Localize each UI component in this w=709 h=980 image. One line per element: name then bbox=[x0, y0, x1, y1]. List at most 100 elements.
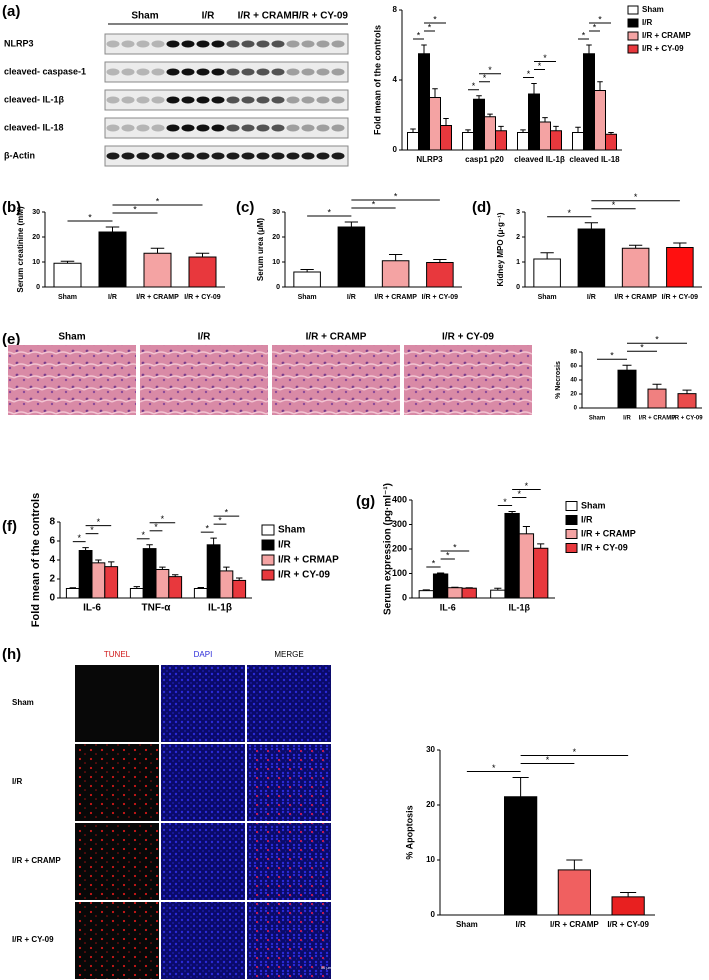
bar bbox=[550, 130, 562, 151]
image-label: Sham bbox=[58, 332, 85, 343]
legend-swatch bbox=[261, 554, 275, 566]
significance-label: * bbox=[503, 497, 507, 507]
y-tick-label: 100 bbox=[392, 568, 407, 578]
blot-row-label: β-Actin bbox=[4, 150, 35, 160]
y-axis-label: % Necrosis bbox=[555, 361, 562, 399]
blot-band bbox=[271, 40, 285, 48]
tunel-image bbox=[161, 823, 245, 900]
error-bar bbox=[608, 132, 614, 135]
blot-group: Sham bbox=[131, 11, 158, 22]
legend-label: I/R + CRMAP bbox=[278, 555, 339, 566]
y-tick-label: 0 bbox=[574, 406, 578, 412]
y-tick-label: 30 bbox=[32, 209, 40, 216]
blot-band bbox=[136, 40, 150, 48]
significance-label: * bbox=[488, 65, 492, 75]
blot-band bbox=[211, 152, 225, 160]
error-bar bbox=[433, 259, 447, 263]
y-tick-label: 10 bbox=[272, 259, 280, 266]
y-tick-label: 30 bbox=[272, 209, 280, 216]
bar bbox=[461, 587, 477, 599]
error-bar bbox=[108, 561, 115, 567]
x-tick-label: I/R bbox=[347, 294, 356, 301]
blot-band bbox=[331, 152, 345, 160]
legend-swatch bbox=[627, 5, 639, 15]
y-tick-label: 1 bbox=[516, 259, 520, 266]
y-tick-label: 2 bbox=[49, 574, 55, 585]
legend-label: I/R + CY-09 bbox=[581, 542, 628, 552]
x-tick-label: IL-1β bbox=[509, 602, 531, 612]
x-tick-label: I/R + CRAMP bbox=[374, 294, 417, 301]
legend-label: Sham bbox=[581, 500, 606, 510]
bar bbox=[293, 271, 321, 288]
significance-label: * bbox=[543, 53, 547, 63]
image-label: I/R + CRAMP bbox=[306, 332, 367, 343]
tunel-image bbox=[75, 823, 159, 900]
bar bbox=[219, 570, 234, 599]
panel-label: (f) bbox=[2, 518, 17, 535]
x-tick-label: IL-1β bbox=[208, 603, 232, 614]
error-bar bbox=[223, 566, 230, 571]
blot-band bbox=[196, 124, 210, 132]
tunel-image bbox=[75, 902, 159, 979]
blot-band bbox=[316, 152, 330, 160]
significance-label: * bbox=[610, 351, 614, 361]
blot-band bbox=[106, 152, 120, 160]
bar bbox=[677, 393, 697, 409]
error-bar bbox=[210, 537, 217, 545]
x-tick-label: I/R + CRAMP bbox=[136, 294, 179, 301]
blot-band bbox=[301, 40, 315, 48]
error-bar bbox=[133, 586, 140, 589]
legend-label: Sham bbox=[278, 525, 305, 536]
error-bar bbox=[422, 589, 430, 591]
significance-label: * bbox=[133, 204, 137, 214]
significance-label: * bbox=[446, 550, 450, 560]
blot-band bbox=[256, 68, 270, 76]
significance-label: * bbox=[154, 522, 158, 532]
panel-label: (b) bbox=[2, 199, 21, 216]
x-tick-label: I/R bbox=[587, 294, 596, 301]
bar bbox=[462, 132, 474, 151]
y-tick-label: 4 bbox=[393, 75, 398, 84]
x-tick-label: I/R bbox=[516, 920, 526, 929]
y-axis-label: % Apoptosis bbox=[404, 805, 414, 859]
y-tick-label: 4 bbox=[49, 555, 55, 566]
tunel-image bbox=[161, 744, 245, 821]
blot-band bbox=[316, 68, 330, 76]
error-bar bbox=[465, 129, 471, 133]
x-tick-label: cleaved IL-18 bbox=[569, 155, 620, 164]
bar bbox=[206, 544, 221, 599]
bar bbox=[337, 226, 366, 288]
bar bbox=[91, 562, 106, 599]
bar bbox=[142, 548, 157, 599]
blot-band bbox=[166, 40, 180, 48]
image-label: I/R + CY-09 bbox=[442, 332, 494, 343]
bar bbox=[504, 796, 538, 916]
bar bbox=[418, 590, 434, 599]
blot-band bbox=[271, 124, 285, 132]
significance-label: * bbox=[90, 525, 94, 535]
bar bbox=[605, 133, 617, 151]
blot-group: I/R bbox=[202, 11, 216, 22]
tunel-image bbox=[161, 665, 245, 742]
bar bbox=[426, 262, 454, 288]
blot-band bbox=[151, 68, 165, 76]
blot-band bbox=[226, 96, 240, 104]
blot-band bbox=[166, 96, 180, 104]
blot-band bbox=[211, 96, 225, 104]
row-label: I/R bbox=[12, 777, 22, 786]
blot-band bbox=[331, 68, 345, 76]
blot-band bbox=[286, 152, 300, 160]
y-tick-label: 20 bbox=[32, 234, 40, 241]
blot-band bbox=[226, 40, 240, 48]
y-tick-label: 6 bbox=[49, 536, 55, 547]
error-bar bbox=[197, 587, 204, 589]
blot-band bbox=[271, 68, 285, 76]
blot-band bbox=[226, 68, 240, 76]
x-tick-label: casp1 p20 bbox=[465, 155, 504, 164]
significance-label: * bbox=[612, 200, 616, 210]
significance-label: * bbox=[141, 530, 145, 540]
y-tick-label: 0 bbox=[276, 284, 280, 291]
legend-label: I/R + CY-09 bbox=[278, 570, 330, 581]
error-bar bbox=[586, 44, 592, 54]
